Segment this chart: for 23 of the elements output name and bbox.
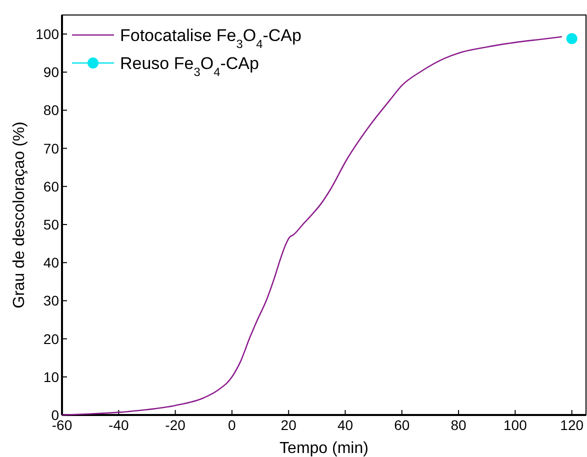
x-tick-label: 0 bbox=[228, 417, 236, 433]
x-tick-label: -20 bbox=[165, 417, 186, 433]
y-tick-label: 30 bbox=[43, 292, 60, 309]
y-tick-label: 60 bbox=[43, 178, 60, 194]
y-tick-label: 80 bbox=[43, 102, 60, 118]
legend-label: Reuso Fe$_{3}$O$_{4}$-CAp bbox=[120, 54, 259, 79]
x-tick-label: 120 bbox=[560, 417, 584, 433]
x-tick-label: 80 bbox=[450, 417, 467, 433]
x-tick-label: -40 bbox=[108, 417, 129, 433]
y-tick-label: 20 bbox=[43, 330, 60, 347]
x-tick-label: 40 bbox=[337, 417, 354, 433]
y-tick-label: 40 bbox=[43, 254, 60, 271]
x-axis-title: Tempo (min) bbox=[280, 440, 368, 457]
y-tick-label: 70 bbox=[43, 140, 60, 156]
y-tick-label: 100 bbox=[36, 26, 60, 42]
y-tick-label: 10 bbox=[43, 368, 60, 385]
x-tick-label: 20 bbox=[280, 417, 297, 433]
y-tick-label: 90 bbox=[43, 64, 60, 80]
x-tick-label: 100 bbox=[504, 417, 528, 433]
x-tick-label: 60 bbox=[394, 417, 410, 433]
legend-label: Fotocatalise Fe$_{3}$O$_{4}$-CAp bbox=[120, 26, 302, 51]
y-axis-title: Grau de descoloraçao (%) bbox=[11, 122, 28, 308]
y-tick-label: 50 bbox=[43, 216, 60, 233]
